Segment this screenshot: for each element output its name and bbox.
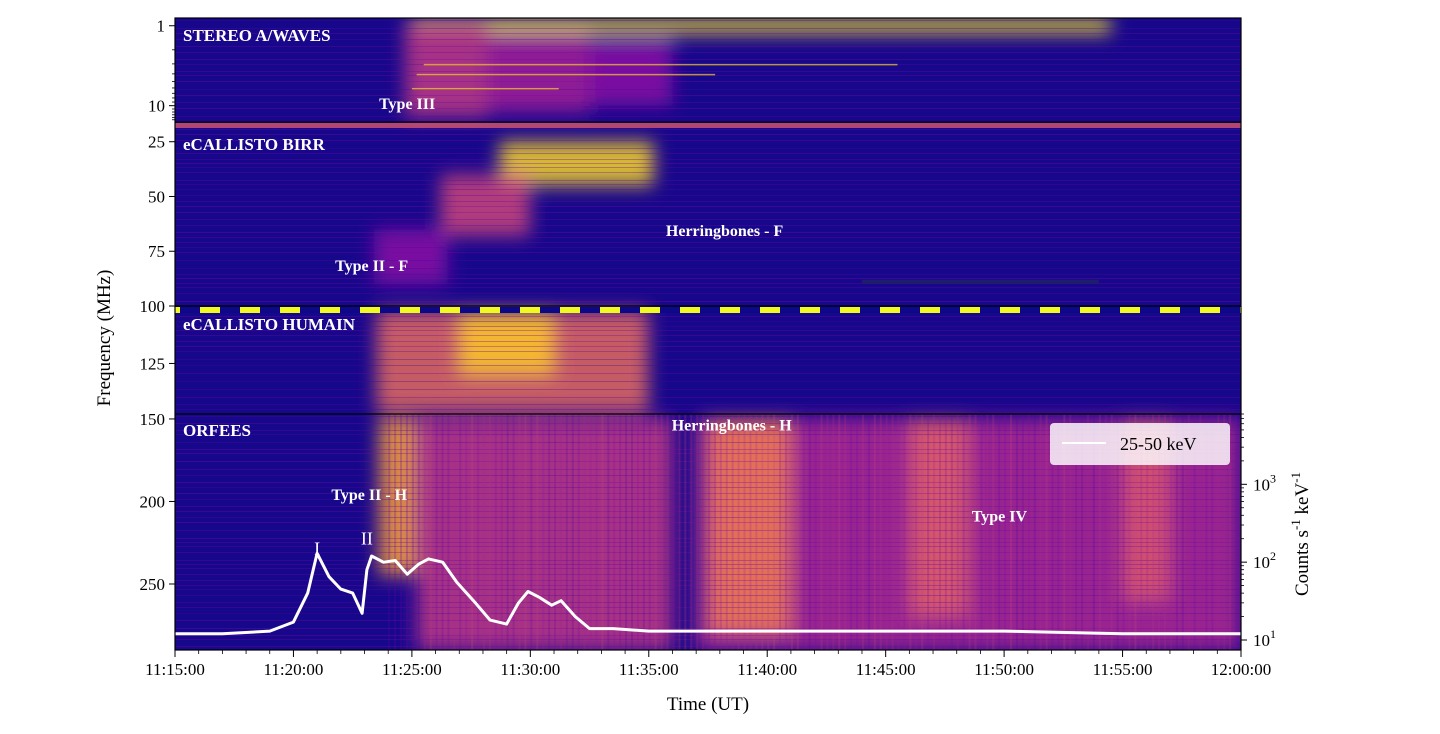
x-axis-label: Time (UT): [667, 694, 749, 715]
annotation-3-3: I: [314, 538, 320, 558]
annotation-3-2: Type IV: [972, 508, 1028, 525]
annotation-1-0: Herringbones - F: [666, 223, 784, 240]
spectral-feature-12: [708, 418, 791, 634]
feature-annotations: Type III Herringbones - F Type II - F Herri…: [314, 96, 1027, 558]
panel-borders: [174, 17, 1242, 651]
panel-background-1: [175, 122, 1241, 306]
legend: 25-50 keV: [1050, 423, 1230, 465]
y-tick-label-1-2: 75: [148, 242, 165, 261]
spectral-feature-9: [378, 418, 417, 576]
panel-label-2: eCALLISTO HUMAIN: [183, 315, 356, 334]
legend-label: 25-50 keV: [1120, 434, 1196, 454]
y-tick-label-3-1: 200: [140, 492, 166, 511]
y-tick-label-0-1: 10: [148, 97, 165, 116]
annotation-1-1: Type II - F: [335, 258, 408, 275]
spectral-feature-0: [411, 18, 1111, 34]
spectral-feature-1: [404, 22, 488, 118]
x-tick-label-1: 11:20:00: [264, 660, 324, 679]
y-tick-label-2-1: 125: [140, 354, 166, 373]
spectrogram-line-texture: [175, 20, 1241, 650]
spectral-feature-13: [909, 418, 969, 617]
panel-background-2: [175, 306, 1241, 414]
y-tick-label-3-2: 250: [140, 575, 166, 594]
xray-lightcurve-layer: [175, 551, 1241, 636]
frequency-axis: 1 10 25 50 75 100 125 150 200 250: [140, 17, 175, 594]
x-tick-label-4: 11:35:00: [619, 660, 679, 679]
spectral-feature-2: [487, 32, 590, 113]
y-axis-label: Frequency (MHz): [94, 270, 115, 407]
birr-interference-band: [175, 123, 1241, 128]
panel-label-3: ORFEES: [183, 421, 251, 440]
y2-axis-label: Counts s-1 keV-1: [1288, 472, 1313, 596]
panel-labels: STEREO A/WAVES eCALLISTO BIRR eCALLISTO HU…: [183, 26, 356, 440]
y2-tick-label-0: 101: [1253, 627, 1276, 650]
x-tick-label-6: 11:45:00: [856, 660, 916, 679]
xray-lightcurve-25-50kev: [175, 551, 1241, 636]
x-tick-label-9: 12:00:00: [1211, 660, 1271, 679]
x-tick-label-5: 11:40:00: [737, 660, 797, 679]
spectral-feature-3: [589, 39, 673, 106]
y-tick-label-1-0: 25: [148, 133, 165, 152]
panel-background-0: [175, 18, 1241, 122]
x-tick-label-7: 11:50:00: [974, 660, 1034, 679]
spectral-feature-10: [416, 418, 673, 650]
x-tick-label-2: 11:25:00: [382, 660, 442, 679]
annotation-3-1: Type II - H: [331, 487, 407, 504]
x-tick-label-0: 11:15:00: [145, 660, 205, 679]
x-tick-label-3: 11:30:00: [500, 660, 560, 679]
annotation-0-0: Type III: [379, 96, 435, 113]
x-tick-label-8: 11:55:00: [1093, 660, 1153, 679]
spectral-feature-8: [459, 312, 555, 375]
y-tick-label-2-0: 100: [140, 297, 166, 316]
time-axis: 11:15:00 11:20:00 11:25:00 11:30:00 11:35:00…: [145, 650, 1271, 679]
y-tick-label-3-0: 150: [140, 410, 166, 429]
plot-frame: [174, 17, 1242, 651]
y2-tick-label-2: 103: [1253, 471, 1276, 494]
legend-box: [1050, 423, 1230, 465]
panel-label-1: eCALLISTO BIRR: [183, 135, 326, 154]
birr-dark-band: [861, 279, 1099, 284]
y2-tick-label-1: 102: [1253, 549, 1276, 572]
annotation-3-0: Herringbones - H: [672, 418, 793, 435]
panel-label-0: STEREO A/WAVES: [183, 26, 331, 45]
humain-calibration-band: [175, 307, 1241, 313]
counts-axis: 101 102 103: [1241, 413, 1276, 650]
spectral-feature-5: [440, 174, 531, 236]
y-tick-label-0-0: 1: [157, 17, 166, 36]
annotation-3-4: II: [361, 528, 373, 548]
y-tick-label-1-1: 50: [148, 187, 165, 206]
spectral-feature-6: [373, 229, 448, 285]
